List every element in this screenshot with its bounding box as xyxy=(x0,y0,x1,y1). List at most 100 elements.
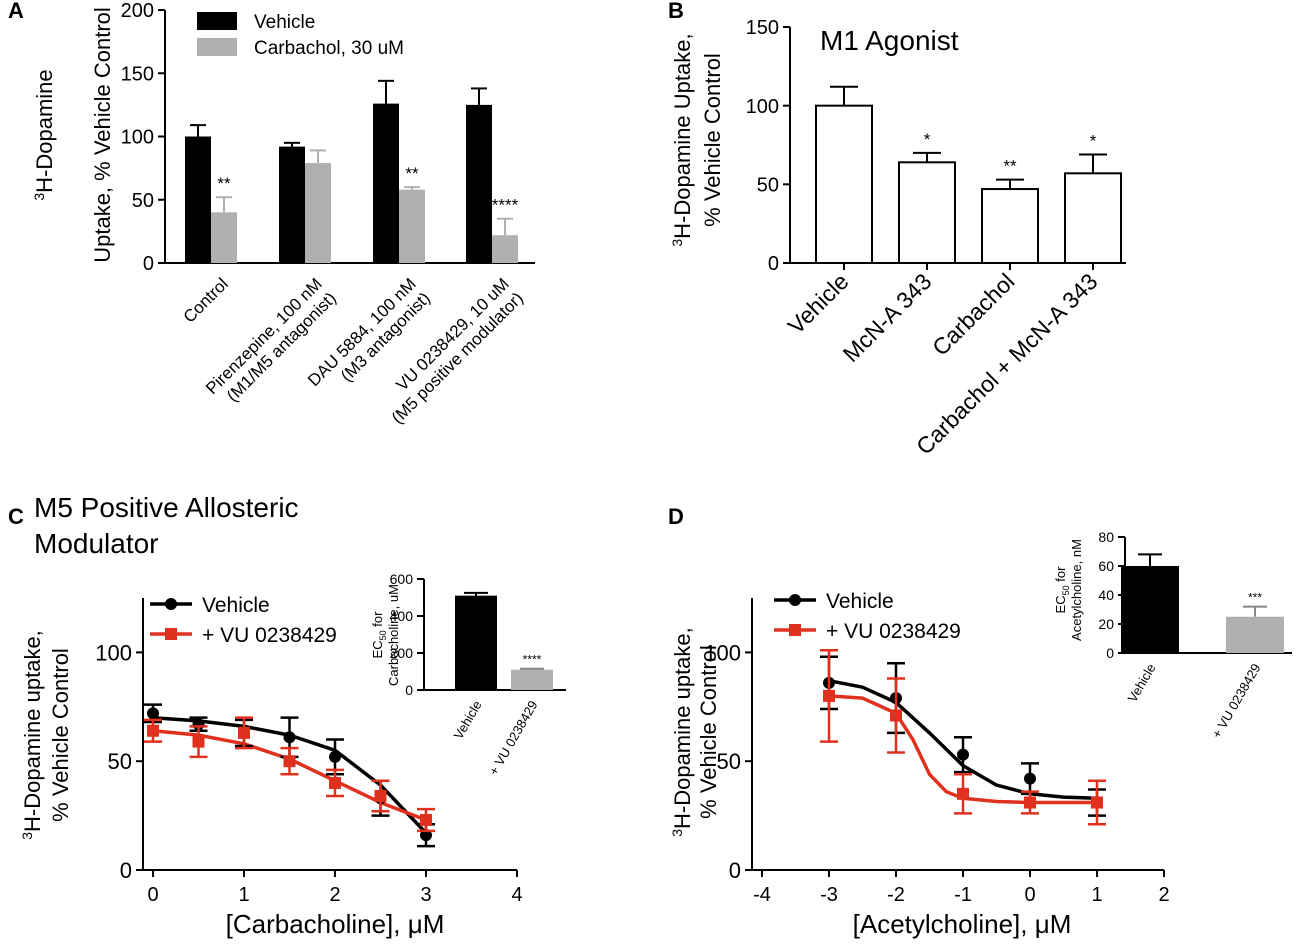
panel-d-inset-y-tick-label: 80 xyxy=(1098,529,1114,545)
panel-d-inset-y-tick-label: 40 xyxy=(1098,587,1114,603)
panel-c-legend-label: Vehicle xyxy=(202,594,270,617)
panel-c-inset-ylabel-line2: Carbacholine, uM xyxy=(386,584,401,686)
panel-c-data-point xyxy=(374,790,387,803)
panel-c-data-point xyxy=(192,735,205,748)
panel-b-y-tick-label: 150 xyxy=(746,17,779,39)
panel-b-significance-label: * xyxy=(924,130,931,149)
panel-c-inset: EC50 for Carbacholine, uM 0 200 400 600 Vehi… xyxy=(370,571,566,778)
panel-d-x-tick-label: -1 xyxy=(954,884,972,906)
panel-d-y-tick-label: 100 xyxy=(704,640,741,665)
panel-d-legend-label: + VU 0238429 xyxy=(826,620,961,643)
panel-c-title-line2: Modulator xyxy=(34,528,159,559)
panel-a-bar xyxy=(279,146,305,263)
panel-d-legend-marker xyxy=(789,594,801,606)
panel-b-y-tick-label: 50 xyxy=(757,175,779,197)
panel-c-inset-y-tick-label: 0 xyxy=(405,682,413,698)
panel-a-bar xyxy=(492,235,518,263)
panel-a-legend-label: Vehicle xyxy=(254,12,315,33)
panel-a-y-tick-label: 100 xyxy=(121,127,154,149)
panel-a-x-tick-label-line: Control xyxy=(180,274,232,326)
panel-c-y-tick-label: 0 xyxy=(120,858,132,883)
panel-c-plot: 0 50 100 0 1 2 3 4 xyxy=(95,598,523,906)
panel-c-data-point xyxy=(238,726,250,739)
panel-d-x-tick-label: -2 xyxy=(887,884,905,906)
panel-c-data-point xyxy=(420,813,432,826)
panel-c-legend-marker xyxy=(165,598,177,610)
panel-c-inset-y-tick-label: 600 xyxy=(390,571,414,587)
panel-a-x-tick-label: Control xyxy=(180,274,232,326)
panel-a-y-tick-label: 0 xyxy=(143,253,154,275)
panel-a-bar xyxy=(399,189,425,263)
panel-label-c: C xyxy=(8,504,24,529)
panel-d-x-tick-label: 0 xyxy=(1024,884,1035,906)
panel-c-y-tick-label: 100 xyxy=(95,640,132,665)
panel-c-x-tick-label: 0 xyxy=(147,884,158,906)
panel-a-legend-swatch xyxy=(197,38,237,56)
panel-d-inset-significance-label: *** xyxy=(1248,591,1262,605)
panel-c-data-point xyxy=(420,829,432,842)
panel-c-inset-y-tick-label: 400 xyxy=(390,608,414,624)
panel-c-ylabel-line1: 3H-Dopamine uptake, xyxy=(19,630,45,840)
panel-a-y-tick-label: 150 xyxy=(121,63,154,85)
panel-b-bar-chart: 3H-Dopamine Uptake, % Vehicle Control M1… xyxy=(669,17,1126,460)
panel-c-x-tick-label: 1 xyxy=(238,884,249,906)
panel-d-x-tick-label: 2 xyxy=(1158,884,1169,906)
panel-d-x-tick-label: -4 xyxy=(753,884,771,906)
panel-d-x-tick-label: -3 xyxy=(820,884,838,906)
panel-b-bar xyxy=(815,104,873,264)
panel-c-legend-label: + VU 0238429 xyxy=(202,624,337,647)
panel-a-significance-label: **** xyxy=(492,196,519,215)
panel-d-legend-marker xyxy=(789,624,801,636)
panel-a-significance-label: ** xyxy=(405,164,419,183)
panel-a-bar xyxy=(373,103,399,263)
panel-c-legend: Vehicle + VU 0238429 xyxy=(150,594,337,647)
panel-label-a: A xyxy=(8,0,24,23)
panel-b-significance-label: * xyxy=(1090,131,1097,150)
panel-d-inset-ylabel-line1: EC50 for xyxy=(1053,566,1071,614)
panel-c-line-chart: M5 Positive Allosteric Modulator 3H-Dopa… xyxy=(19,492,566,939)
panel-c-inset-significance-label: **** xyxy=(523,653,542,667)
panel-c-ylabel-line2: % Vehicle Control xyxy=(48,648,73,822)
panel-c-y-tick-label: 50 xyxy=(108,749,132,774)
panel-c-inset-ylabel-line1: EC50 for xyxy=(370,611,388,659)
panel-d-data-point xyxy=(1024,772,1036,785)
panel-d-inset-y-tick-label: 60 xyxy=(1098,558,1114,574)
panel-c-x-tick-label: 4 xyxy=(511,884,522,906)
panel-c-inset-bar xyxy=(455,595,497,690)
panel-a-y-tick-label: 200 xyxy=(121,0,154,22)
panel-b-x-tick-label: McN-A 343 xyxy=(838,268,937,367)
panel-b-bar xyxy=(981,188,1039,264)
panel-d-fit-curve xyxy=(828,694,1097,805)
panel-b-x-tick-label: Vehicle xyxy=(783,268,854,339)
panel-a-ylabel-line1: 3H-Dopamine xyxy=(31,69,57,200)
panel-label-b: B xyxy=(668,0,684,23)
panel-c-x-tick-label: 2 xyxy=(329,884,340,906)
panel-d-ylabel-line2: % Vehicle Control xyxy=(696,645,721,819)
panel-b-bar xyxy=(1064,172,1122,265)
panel-b-y-tick-label: 100 xyxy=(746,96,779,118)
panel-d-inset: EC50 for Acetylcholine, nM 0 20 40 60 80 Vehi… xyxy=(1053,529,1292,741)
panel-d-data-point xyxy=(1024,796,1036,809)
panel-a-bar xyxy=(305,163,331,263)
panel-d-inset-x-tick-label: Vehicle xyxy=(1125,661,1159,705)
panel-b-ylabel-line1: 3H-Dopamine Uptake, xyxy=(669,33,695,246)
panel-b-ylabel-line2: % Vehicle Control xyxy=(700,53,725,227)
panel-d-data-point xyxy=(957,748,969,761)
panel-d-line-chart: 3H-Dopamine uptake, % Vehicle Control [A… xyxy=(669,529,1292,939)
panel-d-inset-ylabel-line2: Acetylcholine, nM xyxy=(1069,539,1084,641)
panel-d-data-point xyxy=(823,689,835,702)
panel-d-inset-x-tick-label: + VU 0238429 xyxy=(1209,661,1264,741)
panel-d-inset-y-tick-label: 0 xyxy=(1106,645,1114,661)
panel-a-bar xyxy=(185,136,211,263)
panel-c-inset-x-tick-label: Vehicle xyxy=(451,698,485,742)
panel-d-plot: 0 50 100 -4 -3 -2 -1 0 1 2 xyxy=(704,598,1170,906)
panel-d-inset-y-tick-label: 20 xyxy=(1098,616,1114,632)
panel-b-bar xyxy=(898,161,956,265)
panel-d-legend-label: Vehicle xyxy=(826,590,894,613)
panel-a-bar xyxy=(466,104,492,263)
panel-a-bar-chart: 3H-Dopamine Uptake, % Vehicle Control 0 5… xyxy=(31,0,535,428)
panel-a-significance-label: ** xyxy=(217,174,231,193)
panel-d-legend: Vehicle + VU 0238429 xyxy=(774,590,961,643)
